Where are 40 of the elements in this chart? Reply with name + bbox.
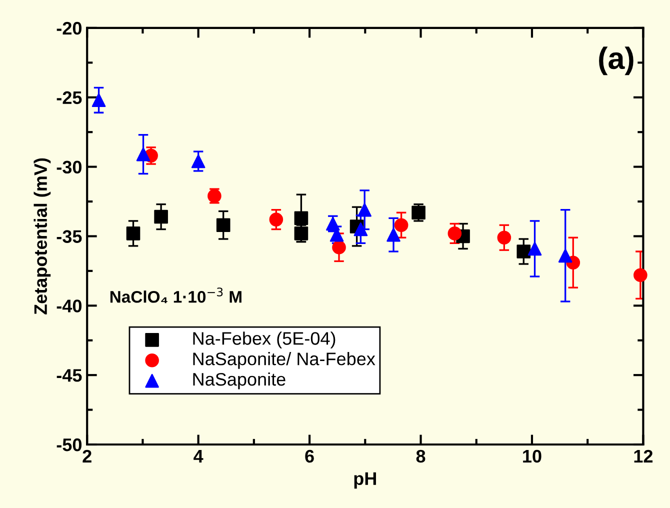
x-tick-label: 12 — [634, 450, 653, 462]
y-tick-label: -20 — [56, 22, 82, 35]
x-tick-label: 8 — [416, 450, 426, 463]
y-tick-label: -45 — [56, 369, 82, 382]
y-axis-title: Zetapotential (mV) — [34, 158, 51, 314]
point — [516, 244, 531, 258]
point — [528, 242, 542, 256]
point — [448, 226, 462, 240]
x-tick-label: 10 — [523, 450, 542, 463]
point — [216, 218, 230, 232]
point — [154, 210, 168, 224]
x-tick-label: 6 — [305, 450, 314, 463]
y-tick-label: -50 — [56, 438, 82, 452]
y-tick-label: -25 — [56, 91, 82, 104]
point — [358, 202, 372, 217]
point — [136, 147, 150, 162]
point — [634, 268, 648, 282]
point — [269, 212, 284, 226]
point — [191, 154, 206, 168]
x-tick-label: 4 — [194, 450, 204, 462]
point — [92, 93, 106, 108]
x-axis-title: pH — [354, 472, 376, 489]
annotation: NaClO₄ 1·10$^{−3}$ M — [110, 288, 242, 304]
y-tick-label: -40 — [56, 300, 82, 312]
y-tick-label: -35 — [56, 230, 82, 243]
legend-label: Na-Febex (5E-04) — [193, 332, 336, 348]
point — [332, 240, 346, 254]
point — [394, 218, 408, 232]
point — [497, 230, 512, 245]
legend-label: NaSaponite — [193, 372, 286, 390]
point — [354, 222, 368, 236]
point — [386, 228, 400, 242]
point — [126, 226, 140, 240]
y-tick-label: -30 — [56, 160, 82, 174]
x-tick-label: 2 — [82, 450, 92, 462]
annotation: (a) — [599, 46, 634, 76]
point — [412, 206, 426, 220]
point — [558, 248, 572, 263]
point — [294, 211, 308, 226]
legend-label: NaSaponite/ Na-Febex — [193, 352, 376, 369]
